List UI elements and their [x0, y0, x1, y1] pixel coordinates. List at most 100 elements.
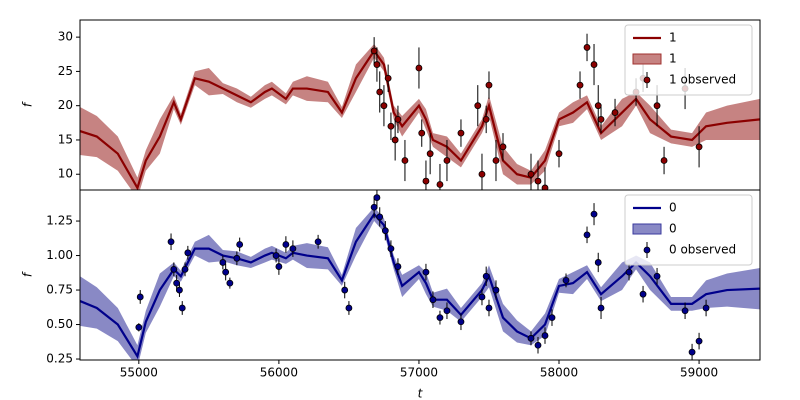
observed-point	[170, 265, 178, 273]
y-tick-label: 15	[58, 132, 73, 146]
observed-point	[478, 170, 486, 178]
observed-point	[233, 254, 241, 262]
observed-point	[422, 177, 430, 185]
observed-point	[527, 170, 535, 178]
y-tick-label: 1.00	[46, 248, 73, 262]
observed-point	[387, 122, 395, 130]
legend-label: 1	[669, 31, 677, 45]
y-axis-label: f	[21, 271, 35, 277]
observed-point	[485, 81, 493, 89]
observed-point	[275, 263, 283, 270]
y-tick-label: 10	[58, 167, 73, 181]
x-axis-label: t	[418, 387, 424, 400]
observed-point	[176, 286, 183, 294]
observed-point	[426, 150, 434, 158]
legend-label: 0	[669, 222, 677, 236]
legend-box	[624, 194, 753, 266]
observed-point	[590, 61, 598, 68]
observed-point	[394, 115, 402, 123]
observed-point	[373, 61, 381, 68]
y-axis-label: f	[21, 101, 35, 107]
x-tick-label: 59000	[680, 366, 718, 380]
observed-point	[485, 304, 493, 312]
observed-point	[660, 157, 668, 164]
legend-label: 0 observed	[669, 243, 736, 257]
observed-point	[418, 129, 426, 137]
observed-point	[373, 194, 381, 201]
observed-point	[380, 102, 388, 110]
observed-point	[625, 268, 633, 276]
observed-point	[219, 259, 227, 266]
observed-point	[583, 231, 591, 239]
observed-point	[136, 293, 144, 301]
legend: 0 0 0 observed	[624, 194, 753, 266]
observed-point	[394, 263, 402, 270]
observed-point	[282, 241, 290, 248]
observed-point	[482, 115, 490, 123]
plot-area	[80, 190, 760, 360]
observed-point	[653, 272, 661, 280]
observed-point	[226, 279, 234, 287]
observed-point	[681, 307, 689, 315]
legend-point	[643, 246, 651, 254]
observed-point	[184, 249, 192, 257]
axes-frame	[79, 189, 761, 361]
observed-point	[387, 245, 395, 253]
observed-point	[436, 181, 444, 188]
observed-point	[499, 143, 507, 151]
legend-box	[624, 24, 753, 96]
observed-point	[688, 348, 696, 356]
observed-point	[590, 210, 598, 218]
observed-point	[492, 286, 500, 294]
observed-point	[384, 74, 392, 82]
observed-point	[376, 88, 384, 96]
observed-point	[341, 286, 349, 294]
observed-point	[482, 272, 490, 280]
observed-point	[583, 44, 591, 51]
observed-point	[167, 238, 175, 246]
observed-point	[314, 238, 322, 246]
observed-point	[415, 64, 423, 72]
x-tick-label: 58000	[540, 366, 578, 380]
confidence-band	[80, 207, 760, 360]
observed-point	[422, 268, 430, 276]
observed-point	[527, 334, 535, 342]
observed-point	[135, 323, 143, 331]
observed-point	[594, 102, 602, 110]
observed-point	[492, 157, 500, 164]
observed-point	[548, 314, 556, 322]
observed-point	[401, 157, 409, 164]
y-tick-label: 0.25	[46, 352, 73, 366]
observed-point	[381, 227, 389, 235]
observed-point	[653, 102, 661, 110]
observed-point	[555, 150, 563, 158]
observed-point	[457, 129, 465, 137]
confidence-band	[80, 43, 760, 190]
observed-point	[639, 290, 647, 298]
x-tick-label: 55000	[120, 366, 158, 380]
y-tick-label: 25	[58, 64, 73, 78]
observed-point	[436, 314, 444, 322]
observed-point	[534, 177, 542, 185]
legend-point	[643, 76, 651, 84]
legend-label: 1	[669, 52, 677, 66]
legend: 1 1 1 observed	[624, 24, 753, 96]
observed-point	[541, 332, 549, 339]
observed-point	[597, 304, 605, 312]
observed-point	[272, 252, 280, 259]
observed-point	[443, 157, 451, 164]
observed-point	[181, 265, 189, 273]
observed-point	[576, 81, 584, 89]
observed-point	[429, 296, 437, 304]
observed-point	[695, 337, 703, 345]
x-tick-label: 56000	[260, 366, 298, 380]
observed-point	[345, 304, 353, 312]
y-tick-label: 0.50	[46, 317, 73, 331]
observed-point	[370, 203, 378, 211]
observed-point	[594, 259, 602, 266]
observed-point	[597, 115, 605, 123]
observed-point	[562, 276, 570, 284]
observed-point	[534, 341, 542, 349]
x-tick-label: 57000	[400, 366, 438, 380]
